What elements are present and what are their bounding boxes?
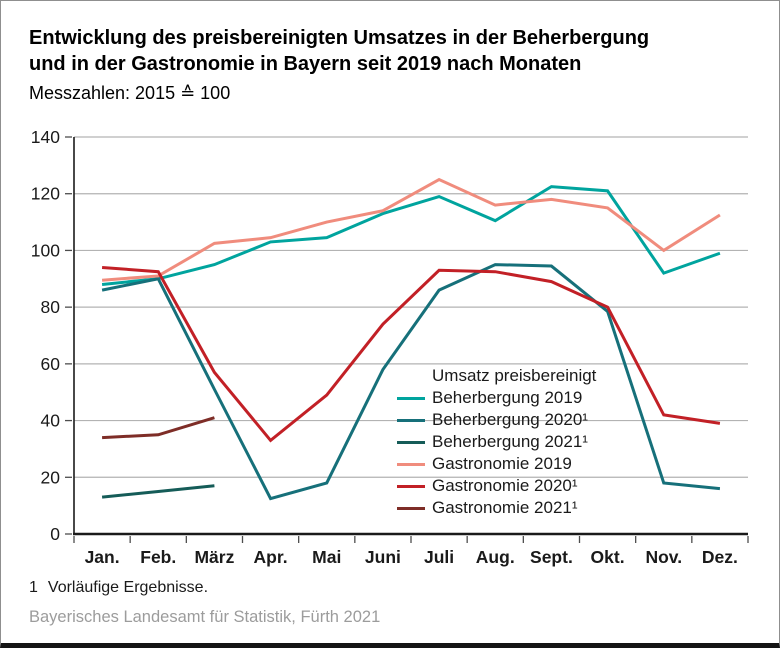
legend-label: Beherbergung 2020¹ [432, 410, 588, 429]
y-tick-label: 140 [31, 127, 60, 147]
x-tick-label: Jan. [85, 547, 120, 567]
legend-swatch [397, 506, 425, 510]
chart-title-line1: Entwicklung des preisbereinigten Umsatze… [29, 27, 650, 49]
footnote: 1 Vorläufige Ergebnisse. [29, 579, 208, 597]
x-tick-label: Okt. [591, 547, 625, 567]
chart-subtitle: Messzahlen: 2015 ≙ 100 [29, 83, 231, 103]
y-tick-label: 60 [41, 354, 61, 374]
series-line-beherbergung-2021- [101, 484, 215, 499]
series-line-gastronomie-2019 [101, 177, 721, 282]
legend-item: Beherbergung 2019 [397, 387, 596, 409]
x-tick-label: März [194, 547, 234, 567]
legend-label: Gastronomie 2020¹ [432, 476, 578, 495]
legend-item: Gastronomie 2021¹ [397, 497, 596, 519]
x-tick-label: Aug. [476, 547, 515, 567]
series-line-beherbergung-2019 [101, 185, 721, 286]
x-tick-label: Mai [312, 547, 341, 567]
footnote-text: Vorläufige Ergebnisse. [47, 579, 209, 596]
series-line-gastronomie-2021- [102, 416, 215, 440]
legend-item: Beherbergung 2020¹ [397, 409, 596, 431]
legend-swatch [397, 462, 425, 466]
chart-title: Entwicklung des preisbereinigten Umsatze… [29, 25, 759, 77]
legend-title: Umsatz preisbereinigt [432, 366, 597, 385]
y-tick-label: 100 [31, 240, 60, 260]
y-tick-label: 80 [41, 297, 61, 317]
y-tick-label: 20 [41, 467, 61, 487]
x-tick-label: Nov. [645, 547, 682, 567]
y-tick-label: 40 [41, 411, 61, 431]
x-tick-label: Feb. [140, 547, 176, 567]
chart-legend: Umsatz preisbereinigt Beherbergung 2019 B… [397, 365, 596, 519]
footnote-marker: 1 [29, 579, 38, 596]
x-tick-label: Dez. [702, 547, 738, 567]
legend-label: Beherbergung 2019 [432, 388, 583, 407]
legend-swatch [397, 418, 425, 422]
x-tick-label: Apr. [254, 547, 288, 567]
legend-swatch [397, 396, 425, 400]
x-tick-label: Sept. [530, 547, 573, 567]
legend-swatch [397, 440, 425, 444]
x-tick-label: Juni [365, 547, 401, 567]
y-tick-label: 120 [31, 184, 60, 204]
legend-swatch [397, 484, 425, 488]
source-note: Bayerisches Landesamt für Statistik, Für… [29, 608, 381, 626]
legend-item: Gastronomie 2019 [397, 453, 596, 475]
legend-label: Gastronomie 2019 [432, 454, 572, 473]
legend-label: Beherbergung 2021¹ [432, 432, 588, 451]
series-line-beherbergung-2020- [101, 263, 721, 501]
y-tick-label: 0 [50, 524, 60, 544]
series-line-gastronomie-2020- [101, 265, 721, 443]
legend-label: Gastronomie 2021¹ [432, 498, 578, 517]
legend-item: Beherbergung 2021¹ [397, 431, 596, 453]
legend-item: Gastronomie 2020¹ [397, 475, 596, 497]
chart-title-line2: und in der Gastronomie in Bayern seit 20… [29, 53, 582, 75]
x-tick-label: Juli [424, 547, 454, 567]
